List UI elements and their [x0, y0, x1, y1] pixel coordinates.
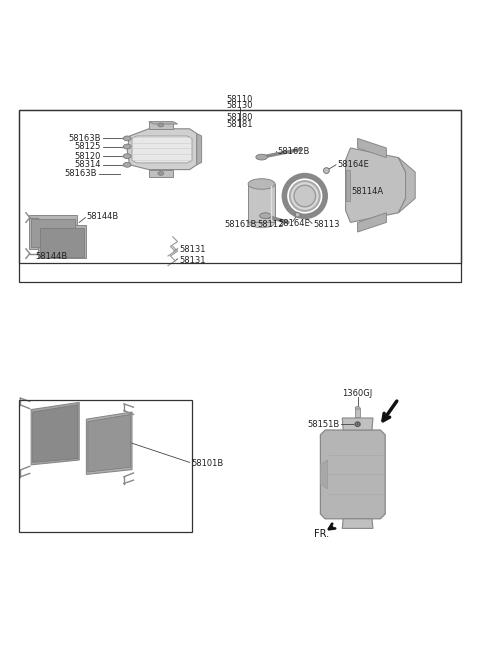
Text: 58144B: 58144B	[86, 212, 119, 221]
Ellipse shape	[290, 181, 320, 211]
Text: 58162B: 58162B	[277, 147, 310, 156]
Ellipse shape	[248, 217, 275, 228]
Ellipse shape	[158, 123, 164, 127]
Polygon shape	[33, 405, 78, 462]
Polygon shape	[321, 430, 385, 519]
Text: 58164E: 58164E	[337, 160, 369, 169]
Text: 58144B: 58144B	[35, 253, 67, 262]
Polygon shape	[40, 228, 84, 256]
Ellipse shape	[123, 136, 131, 141]
Polygon shape	[342, 519, 373, 528]
Polygon shape	[346, 148, 406, 222]
Polygon shape	[86, 412, 132, 474]
Text: 58161B: 58161B	[225, 220, 257, 230]
Polygon shape	[31, 402, 79, 465]
Ellipse shape	[123, 163, 131, 167]
Text: 58163B: 58163B	[68, 134, 101, 143]
Polygon shape	[149, 170, 173, 177]
Ellipse shape	[355, 422, 360, 426]
Polygon shape	[149, 121, 178, 124]
Ellipse shape	[295, 213, 300, 217]
Text: 58180: 58180	[227, 113, 253, 122]
Ellipse shape	[324, 168, 329, 173]
Polygon shape	[149, 121, 173, 129]
Polygon shape	[132, 136, 192, 163]
Text: 58112: 58112	[258, 220, 284, 230]
Polygon shape	[342, 418, 373, 430]
Polygon shape	[127, 129, 197, 170]
Text: 58125: 58125	[74, 142, 101, 151]
Text: 58131: 58131	[179, 256, 205, 265]
Text: 58130: 58130	[227, 101, 253, 110]
Bar	[19, 110, 461, 263]
Polygon shape	[29, 215, 77, 249]
Ellipse shape	[248, 178, 275, 190]
Polygon shape	[358, 138, 386, 157]
Ellipse shape	[357, 424, 358, 425]
Bar	[19, 110, 461, 282]
Ellipse shape	[158, 171, 164, 175]
Polygon shape	[197, 134, 202, 165]
Text: 58314: 58314	[74, 160, 101, 169]
Text: 58113: 58113	[313, 220, 340, 230]
Bar	[19, 400, 192, 532]
Text: 58164E: 58164E	[278, 219, 310, 228]
Text: 58181: 58181	[227, 120, 253, 129]
Text: 58151B: 58151B	[307, 420, 339, 429]
Polygon shape	[248, 184, 275, 222]
Polygon shape	[321, 460, 327, 489]
Polygon shape	[358, 213, 386, 232]
Ellipse shape	[260, 213, 271, 218]
Text: 58120: 58120	[74, 152, 101, 161]
Polygon shape	[88, 415, 131, 472]
Ellipse shape	[294, 185, 316, 207]
Polygon shape	[31, 218, 75, 247]
Polygon shape	[346, 170, 350, 201]
Polygon shape	[398, 157, 415, 213]
Ellipse shape	[123, 144, 131, 149]
Ellipse shape	[355, 407, 360, 409]
Polygon shape	[355, 409, 360, 417]
Ellipse shape	[256, 154, 267, 160]
Text: 58131: 58131	[179, 245, 205, 255]
Text: 1360GJ: 1360GJ	[342, 390, 373, 398]
Text: FR.: FR.	[314, 529, 330, 539]
Text: 58101B: 58101B	[191, 459, 223, 468]
Ellipse shape	[123, 154, 131, 159]
Text: 58114A: 58114A	[351, 187, 384, 195]
Polygon shape	[38, 225, 86, 258]
Text: 58163B: 58163B	[64, 169, 97, 178]
Text: 58110: 58110	[227, 94, 253, 104]
